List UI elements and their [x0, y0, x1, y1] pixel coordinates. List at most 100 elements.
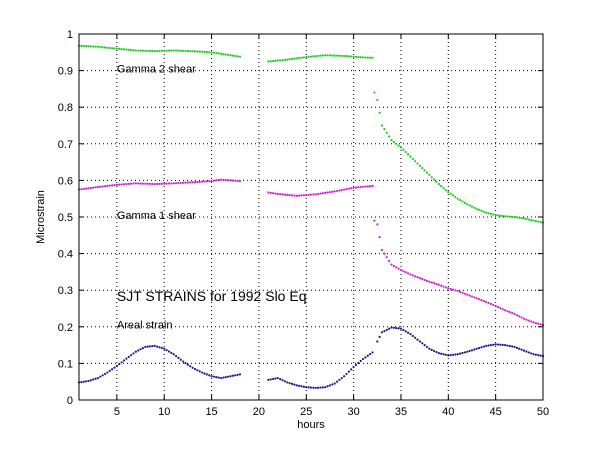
- data-point: [82, 187, 85, 191]
- data-point: [198, 370, 201, 373]
- data-point: [156, 182, 159, 186]
- data-point: [364, 356, 367, 359]
- data-point: [165, 182, 168, 185]
- data-point: [428, 173, 431, 177]
- data-point: [501, 308, 504, 311]
- data-point: [92, 186, 95, 189]
- data-point: [215, 179, 218, 182]
- data-point: [305, 386, 308, 389]
- data-point: [87, 45, 90, 48]
- data-point: [167, 182, 171, 185]
- data-point: [506, 310, 509, 313]
- data-point: [80, 188, 83, 191]
- data-point: [487, 344, 490, 347]
- data-point: [371, 351, 374, 354]
- data-point: [343, 54, 346, 58]
- data-point: [433, 282, 436, 285]
- data-point: [340, 188, 343, 192]
- data-point: [354, 55, 358, 58]
- data-point: [222, 53, 225, 56]
- data-point: [397, 267, 400, 270]
- data-point: [411, 334, 414, 338]
- data-point: [376, 340, 379, 343]
- data-point: [331, 383, 334, 386]
- data-point: [361, 185, 365, 188]
- data-point: [482, 210, 485, 213]
- data-point: [504, 215, 507, 218]
- data-point: [409, 273, 412, 276]
- data-point: [418, 164, 421, 167]
- data-point: [444, 188, 448, 192]
- data-point: [449, 287, 452, 291]
- data-point: [170, 49, 173, 52]
- data-point: [215, 376, 218, 379]
- data-point: [269, 191, 272, 194]
- data-point: [139, 49, 142, 52]
- data-point: [513, 345, 516, 349]
- data-point: [331, 190, 334, 193]
- data-point: [314, 386, 317, 390]
- data-point: [409, 333, 412, 336]
- data-point: [530, 219, 533, 222]
- data-point: [366, 185, 369, 188]
- data-point: [442, 285, 445, 288]
- data-point: [279, 378, 282, 381]
- data-point: [305, 55, 308, 59]
- data-point: [300, 385, 303, 388]
- data-point: [153, 344, 156, 347]
- data-point: [480, 209, 483, 212]
- data-point: [347, 370, 350, 373]
- data-point: [466, 350, 469, 353]
- data-point: [345, 372, 348, 376]
- data-point: [101, 46, 104, 49]
- data-point: [459, 352, 462, 355]
- data-point: [148, 345, 152, 348]
- data-point: [201, 50, 204, 53]
- data-point: [132, 49, 135, 52]
- data-point: [103, 372, 107, 376]
- data-point: [122, 359, 126, 362]
- x-tick-label: 10: [158, 406, 170, 418]
- data-point: [376, 98, 379, 101]
- data-point: [156, 345, 159, 348]
- data-point: [520, 316, 523, 319]
- data-point: [281, 379, 284, 382]
- data-point: [477, 298, 481, 301]
- data-point: [236, 179, 239, 183]
- data-point: [338, 54, 341, 57]
- data-point: [361, 56, 365, 59]
- data-point: [115, 183, 118, 186]
- data-point: [461, 351, 464, 355]
- data-point: [283, 193, 287, 196]
- data-point: [198, 180, 201, 183]
- data-point: [437, 283, 440, 286]
- data-point: [193, 180, 197, 184]
- data-point: [139, 182, 142, 185]
- data-point: [231, 54, 234, 57]
- data-point: [534, 220, 537, 223]
- data-point: [508, 215, 511, 218]
- data-point: [302, 56, 305, 59]
- data-point: [525, 350, 528, 353]
- data-point: [219, 52, 223, 55]
- annotations: Gamma 2 shear Gamma 1 shear SJT STRAINS fo…: [117, 63, 307, 331]
- data-point: [475, 207, 478, 211]
- data-point: [229, 375, 232, 378]
- data-point: [160, 182, 163, 185]
- data-point: [373, 219, 376, 222]
- data-point: [229, 54, 232, 57]
- data-point: [477, 208, 481, 211]
- data-point: [203, 372, 206, 375]
- data-point: [515, 346, 519, 349]
- data-point: [111, 184, 114, 187]
- data-point: [179, 358, 182, 361]
- data-point: [279, 193, 282, 196]
- data-point: [267, 378, 270, 381]
- data-point: [324, 386, 327, 389]
- data-point: [94, 45, 97, 48]
- data-point: [418, 340, 421, 343]
- data-point: [307, 193, 310, 196]
- data-point: [522, 217, 526, 220]
- data-point: [208, 51, 211, 54]
- data-point: [319, 192, 322, 195]
